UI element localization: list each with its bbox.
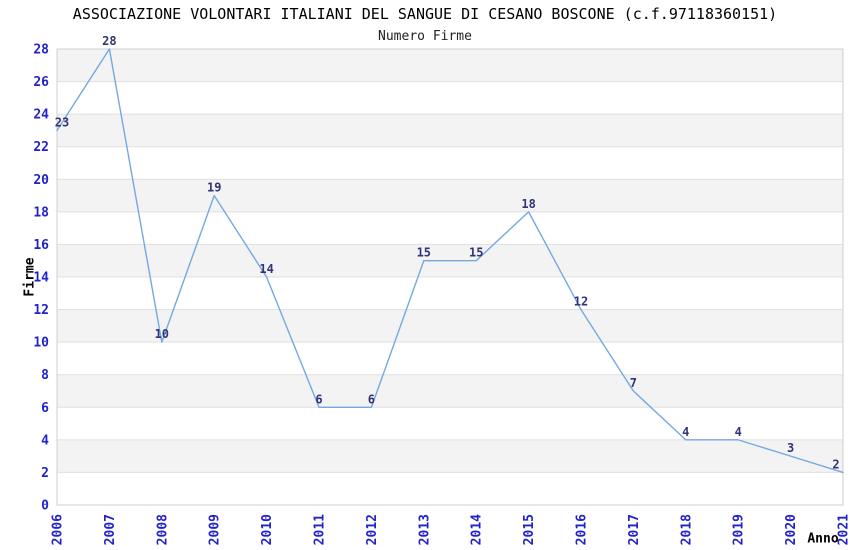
y-tick-label: 16 (33, 238, 49, 253)
data-point-label: 4 (682, 425, 689, 439)
plot-band (57, 179, 843, 212)
x-tick-label: 2006 (51, 514, 66, 545)
x-tick-label: 2011 (313, 514, 328, 545)
plot-band (57, 374, 843, 408)
y-tick-label: 2 (41, 466, 49, 481)
data-point-label: 6 (368, 392, 375, 406)
y-tick-label: 12 (33, 303, 49, 318)
data-point-label: 12 (574, 295, 588, 309)
chart-subtitle: Numero Firme (378, 29, 472, 44)
y-tick-label: 4 (41, 433, 49, 448)
x-tick-label: 2008 (155, 514, 170, 545)
data-point-label: 15 (417, 246, 431, 260)
y-tick-label: 6 (41, 401, 49, 416)
y-tick-label: 10 (33, 336, 49, 351)
data-point-label: 15 (469, 246, 483, 260)
data-point-label: 3 (787, 441, 794, 455)
data-point-label: 14 (259, 262, 273, 276)
y-tick-label: 14 (33, 271, 49, 286)
chart-title: ASSOCIAZIONE VOLONTARI ITALIANI DEL SANG… (72, 5, 778, 23)
plot-band (57, 114, 843, 147)
y-tick-label: 8 (41, 368, 49, 383)
data-point-label: 7 (630, 376, 637, 390)
data-point-label: 4 (735, 425, 742, 439)
data-point-label: 10 (155, 327, 169, 341)
x-tick-label: 2012 (365, 514, 380, 545)
y-tick-label: 24 (33, 108, 49, 123)
x-tick-label: 2019 (732, 514, 747, 545)
x-tick-label: 2010 (260, 514, 275, 545)
line-series (56, 48, 844, 474)
data-point-label: 19 (207, 181, 221, 195)
plot-band (57, 309, 843, 343)
data-point-label: 23 (55, 115, 69, 129)
data-point-label: 18 (521, 197, 535, 211)
y-tick-label: 18 (33, 205, 49, 220)
x-tick-label: 2020 (784, 514, 799, 545)
x-tick-label: 2018 (679, 514, 694, 545)
y-tick-label: 22 (33, 140, 49, 155)
data-point-label: 2 (832, 457, 839, 471)
x-tick-label: 2017 (627, 514, 642, 545)
data-point-label: 28 (102, 34, 116, 48)
x-tick-label: 2009 (208, 514, 223, 545)
y-tick-label: 20 (33, 173, 49, 188)
x-tick-label: 2007 (103, 514, 118, 545)
x-tick-label: 2016 (575, 514, 590, 545)
data-point-label: 6 (315, 392, 322, 406)
x-tick-label: 2013 (417, 514, 432, 545)
y-tick-label: 26 (33, 75, 49, 90)
x-axis-title: Anno (807, 531, 839, 547)
x-tick-label: 2015 (522, 514, 537, 545)
y-tick-label: 0 (41, 499, 49, 514)
plot-border (56, 48, 844, 506)
plot-band (57, 439, 843, 473)
y-axis-title: Firme (22, 257, 38, 297)
x-tick-label: 2021 (837, 514, 850, 545)
plot-band (57, 49, 843, 82)
x-tick-label: 2014 (470, 514, 485, 545)
y-tick-label: 28 (33, 43, 49, 58)
